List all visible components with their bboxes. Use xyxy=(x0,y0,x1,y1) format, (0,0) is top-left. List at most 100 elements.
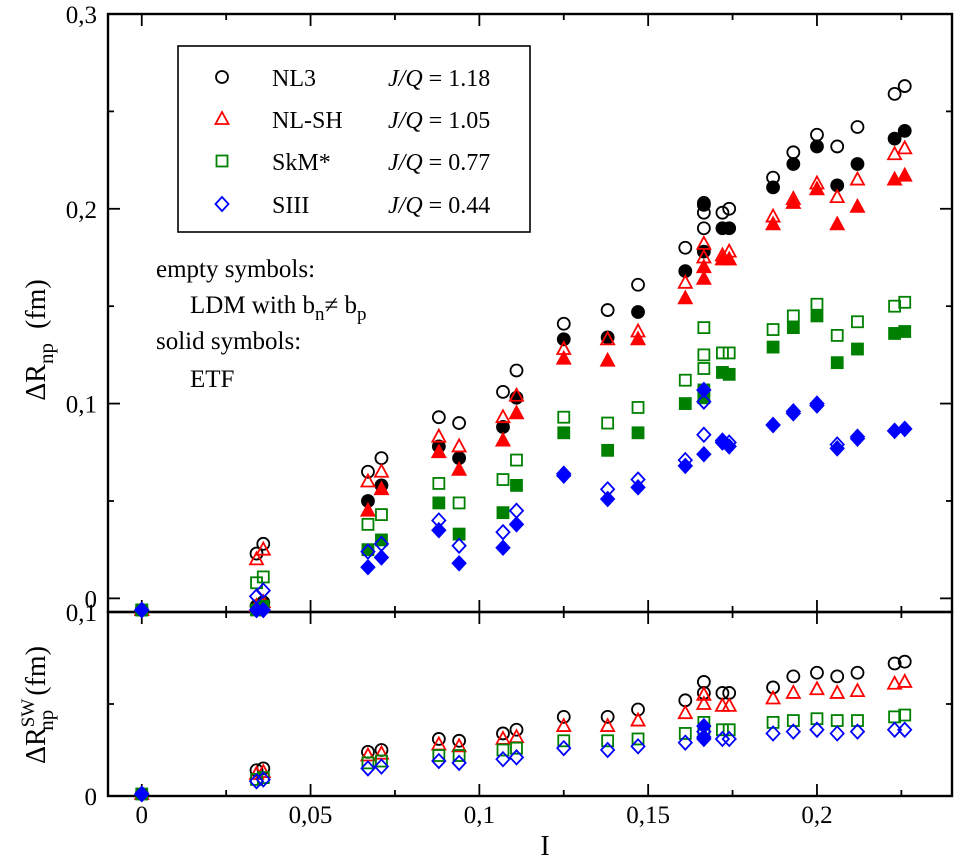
annotation-solid-desc: ETF xyxy=(190,366,234,393)
bottom-point-diamond-empty xyxy=(849,723,866,740)
top-point-square-solid xyxy=(432,496,446,510)
ticks-layer xyxy=(108,13,952,797)
top-point-circle-empty xyxy=(850,120,865,134)
top-point-circle-empty xyxy=(431,410,446,425)
top-point-diamond-solid xyxy=(765,416,781,434)
top-point-circle-empty xyxy=(556,316,571,331)
legend-ratio-nl3: J/Q = 1.18 xyxy=(388,66,490,92)
bottom-point-diamond-empty xyxy=(630,737,646,755)
bottom-point-diamond-empty xyxy=(765,725,781,742)
top-point-circle-empty xyxy=(249,546,264,561)
bottom-point-circle-empty xyxy=(850,665,865,680)
bottom-point-triangle-empty xyxy=(599,717,616,732)
bottom-point-diamond-empty xyxy=(508,749,525,766)
bottom-point-diamond-empty xyxy=(721,730,737,748)
top-point-square-solid xyxy=(601,443,615,457)
top-point-triangle-solid xyxy=(630,330,647,346)
top-point-triangle-solid xyxy=(829,215,846,231)
top-point-square-solid xyxy=(898,325,912,338)
top-point-circle-solid xyxy=(887,131,902,146)
bottom-point-square-empty xyxy=(722,723,736,737)
x-tick-label: 0,05 xyxy=(289,802,333,829)
bottom-point-square-empty xyxy=(766,716,780,729)
top-point-diamond-solid xyxy=(677,457,694,475)
bottom-point-circle-empty xyxy=(509,722,524,737)
top-point-diamond-solid xyxy=(373,549,390,566)
annotation-solid-title: solid symbols: xyxy=(156,328,301,355)
y-tick-label-top: 0 xyxy=(85,586,98,613)
top-point-circle-solid xyxy=(897,123,912,138)
top-point-square-empty xyxy=(786,309,800,323)
legend-ratio-value-siii: = 0.44 xyxy=(429,193,491,219)
bottom-point-triangle-empty xyxy=(677,704,694,720)
top-point-circle-solid xyxy=(631,305,645,319)
top-point-triangle-solid xyxy=(849,197,866,213)
top-point-triangle-solid xyxy=(785,194,802,209)
top-point-square-empty xyxy=(631,401,645,414)
bottom-point-diamond-empty xyxy=(809,721,825,739)
legend-marker-triangle xyxy=(213,110,231,125)
bottom-point-circle-empty xyxy=(452,733,467,748)
bottom-point-triangle-empty xyxy=(849,682,866,698)
bottom-point-triangle-empty xyxy=(695,695,712,710)
legend-name-skm: SkM* xyxy=(272,150,331,176)
top-point-diamond-empty xyxy=(508,502,525,520)
top-point-triangle-solid xyxy=(765,215,782,231)
top-point-square-empty xyxy=(830,329,844,342)
top-point-diamond-empty xyxy=(495,523,511,541)
legend-ratio-label-siii: J/Q xyxy=(388,193,423,219)
top-y-axis-title: ΔRnp (fm) xyxy=(21,279,58,400)
top-point-square-solid xyxy=(766,340,780,354)
bottom-point-square-empty xyxy=(786,714,800,727)
top-point-triangle-solid xyxy=(677,289,694,305)
top-point-square-empty xyxy=(452,496,466,510)
legend-name-nl3: NL3 xyxy=(272,66,316,92)
bottom-panel-marks xyxy=(133,654,913,803)
bottom-point-diamond-empty xyxy=(897,721,913,739)
top-point-circle-empty xyxy=(696,221,711,236)
top-point-triangle-empty xyxy=(430,427,447,443)
top-point-diamond-solid xyxy=(630,479,646,496)
top-point-triangle-empty xyxy=(599,330,616,346)
top-point-square-empty xyxy=(722,346,736,360)
y-tick-label-bottom: 0,1 xyxy=(66,600,97,627)
bottom-point-triangle-empty xyxy=(765,689,782,705)
bottom-point-square-empty xyxy=(631,732,645,746)
bottom-point-triangle-empty xyxy=(555,717,572,732)
top-point-circle-empty xyxy=(374,451,389,466)
bottom-point-circle-empty xyxy=(431,732,446,746)
annotation-empty-sub-p: p xyxy=(357,304,367,325)
top-point-diamond-solid xyxy=(696,445,712,463)
bottom-point-circle-empty xyxy=(810,665,824,680)
bottom-point-triangle-empty xyxy=(714,696,731,712)
bottom-y-label-main: ΔR xyxy=(21,727,52,764)
annotation-empty-neq: ≠ b xyxy=(325,292,357,319)
top-panel-marks xyxy=(133,79,913,619)
annotation-empty-desc: LDM with bn≠ bp xyxy=(190,292,366,325)
top-point-diamond-solid xyxy=(508,516,525,533)
bottom-point-circle-empty xyxy=(631,702,645,717)
bottom-point-triangle-empty xyxy=(630,711,647,727)
bottom-point-diamond-empty xyxy=(556,739,572,757)
top-point-diamond-solid xyxy=(134,601,150,619)
top-point-square-empty xyxy=(697,362,711,375)
legend-marker-diamond xyxy=(214,195,230,213)
legend-ratio-value-nl3: = 1.18 xyxy=(429,66,491,92)
top-point-square-empty xyxy=(601,416,615,430)
top-point-square-solid xyxy=(510,478,523,492)
legend-ratio-label-nlsh: J/Q xyxy=(388,108,423,134)
top-point-diamond-empty xyxy=(360,543,376,560)
top-point-diamond-empty xyxy=(451,537,467,555)
top-point-diamond-solid xyxy=(721,438,737,455)
bottom-point-square-empty xyxy=(557,734,571,748)
y-tick-label-top: 0,2 xyxy=(66,197,97,224)
top-point-square-empty xyxy=(496,473,510,486)
legend-ratio-value-skm: = 0.77 xyxy=(429,150,491,176)
top-point-diamond-solid xyxy=(809,397,825,414)
top-point-diamond-solid xyxy=(431,521,447,539)
top-point-square-solid xyxy=(678,397,692,410)
bottom-point-diamond-empty xyxy=(677,734,694,751)
bottom-y-axis-title: ΔRSWnp (fm) xyxy=(18,646,58,764)
top-point-diamond-solid xyxy=(696,381,712,399)
